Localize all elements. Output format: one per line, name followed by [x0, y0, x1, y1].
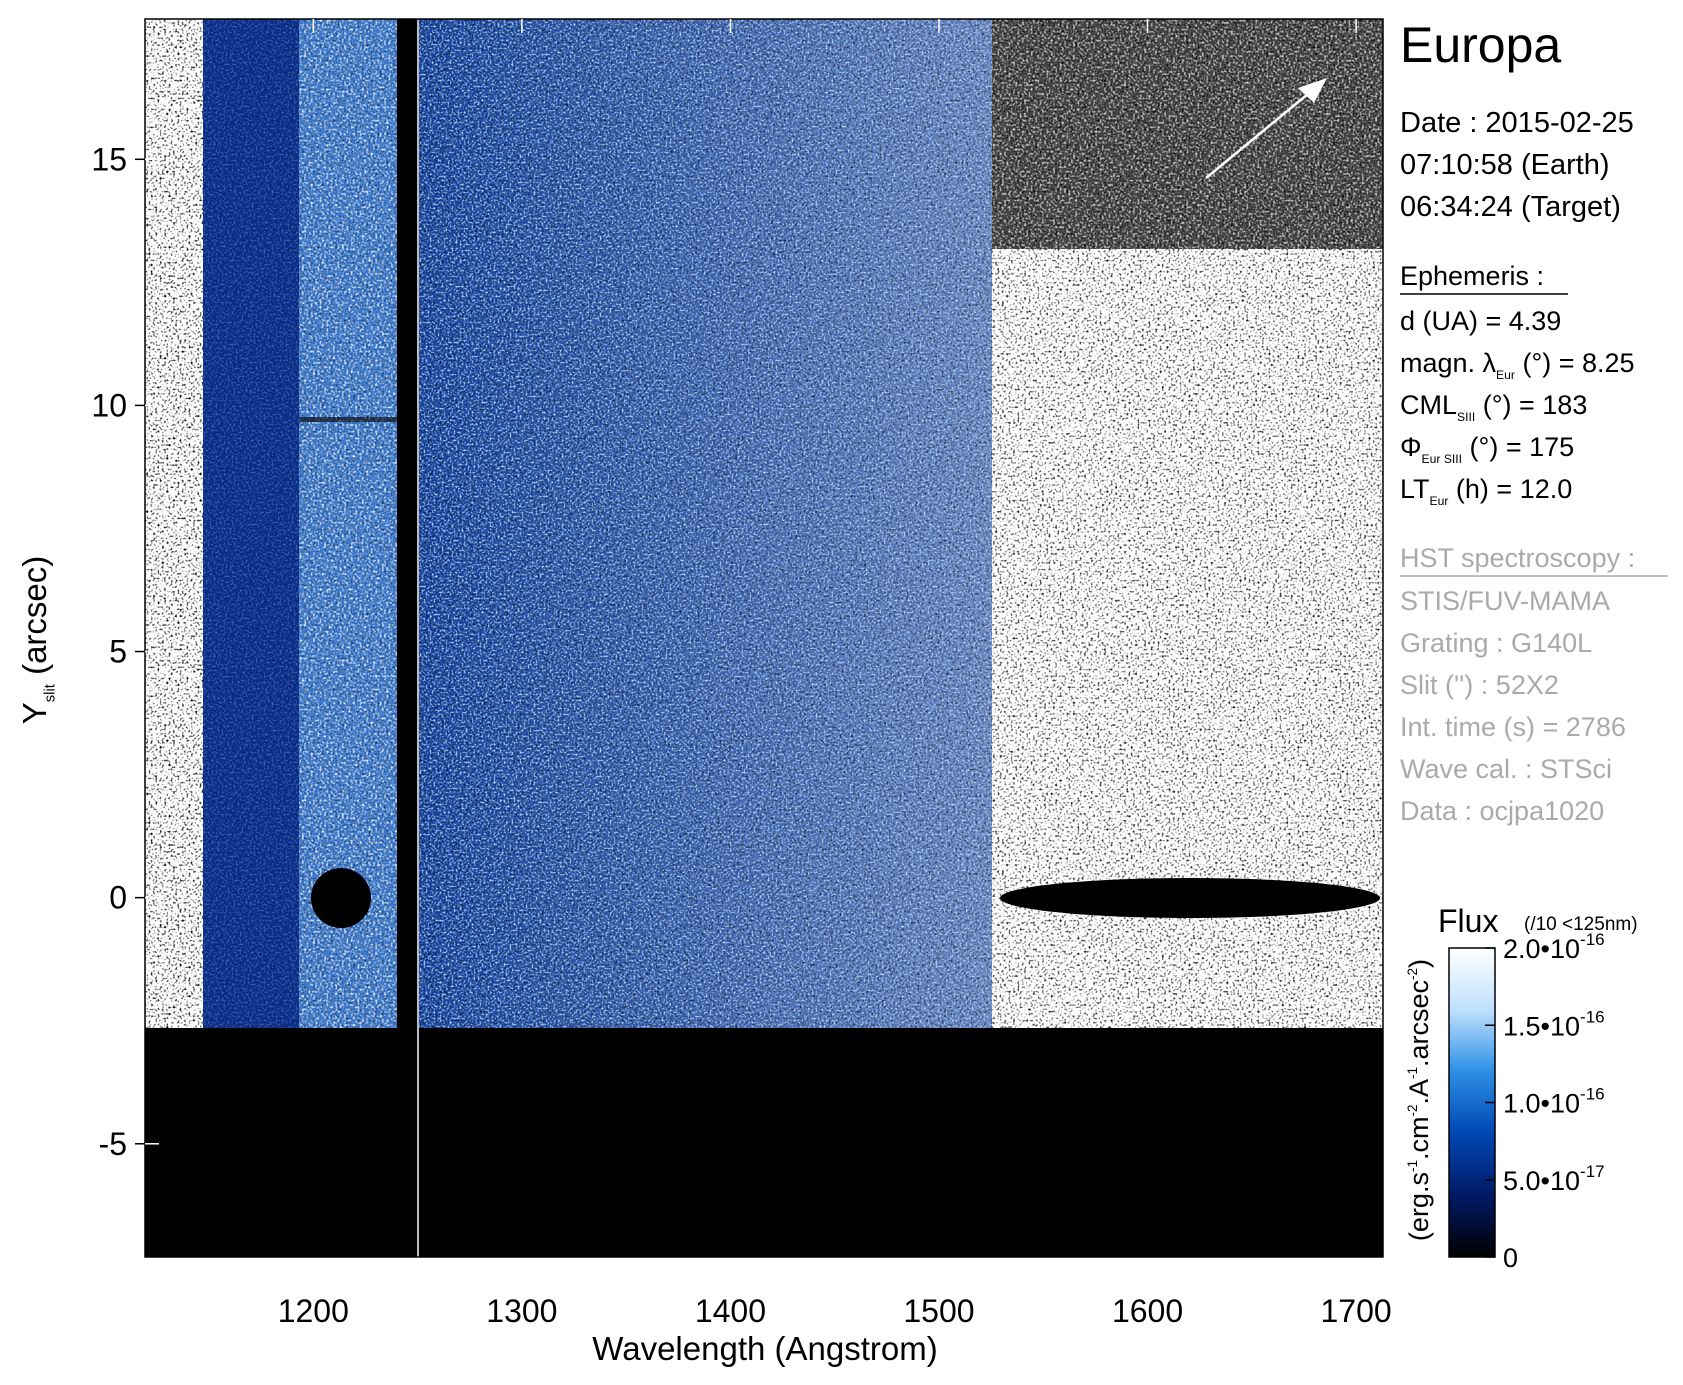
- text-part: .cm: [1404, 1117, 1434, 1161]
- x-tick-label: 1400: [695, 1293, 766, 1329]
- text-part: LT: [1400, 474, 1430, 504]
- text-part: (h) = 12.0: [1448, 474, 1572, 504]
- ephemeris-line: CMLSIII (°) = 183: [1400, 390, 1587, 424]
- subscript: slit: [42, 683, 58, 702]
- instrument-line: STIS/FUV-MAMA: [1400, 586, 1610, 616]
- y-tick-label: 0: [109, 880, 127, 916]
- text-part: (arcsec): [16, 556, 53, 684]
- instrument-line: Grating : G140L: [1400, 628, 1592, 658]
- text-part: ): [1404, 959, 1434, 968]
- tick-exponent: -17: [1580, 1162, 1605, 1181]
- instrument-line: Int. time (s) = 2786: [1400, 712, 1626, 742]
- tick-mantissa: 1.0•10: [1503, 1089, 1580, 1119]
- instrument-heading: HST spectroscopy :: [1400, 543, 1635, 573]
- tick-exponent: -16: [1580, 930, 1605, 949]
- text-part: magn. λ: [1400, 348, 1497, 378]
- tick-exponent: -16: [1580, 1085, 1605, 1104]
- plot-frame: [144, 18, 1384, 1258]
- x-tick-label: 1300: [486, 1293, 557, 1329]
- tick-exponent: -16: [1580, 1007, 1605, 1026]
- ephemeris-line: ΦEur SIII (°) = 175: [1400, 432, 1574, 466]
- tick-mantissa: 2.0•10: [1503, 934, 1580, 964]
- text-part: Φ: [1400, 432, 1422, 462]
- date-line: 06:34:24 (Target): [1400, 191, 1621, 223]
- colorbar-tick-label: 1.0•10-16: [1503, 1085, 1605, 1119]
- tick-mantissa: 1.5•10: [1503, 1011, 1580, 1041]
- text-part: (°) = 175: [1462, 432, 1574, 462]
- text-part: .arcsec: [1404, 980, 1434, 1067]
- x-tick-label: 1200: [278, 1293, 349, 1329]
- x-tick-label: 1500: [903, 1293, 974, 1329]
- text-part: d (UA) = 4.39: [1400, 306, 1561, 336]
- subscript: Eur: [1430, 494, 1449, 508]
- text-part: Y: [16, 702, 53, 724]
- ephemeris-line: LTEur (h) = 12.0: [1400, 474, 1572, 508]
- date-line: 07:10:58 (Earth): [1400, 149, 1610, 181]
- ephemeris-line: d (UA) = 4.39: [1400, 306, 1561, 336]
- subscript: Eur: [1496, 368, 1515, 382]
- colorbar-tick-label: 0: [1503, 1243, 1518, 1273]
- instrument-line: Wave cal. : STSci: [1400, 754, 1612, 784]
- text-part: CML: [1400, 390, 1457, 420]
- colorbar-label: (erg.s-1.cm-2.A-1.arcsec-2): [1404, 959, 1434, 1241]
- y-tick-label: 10: [91, 387, 127, 423]
- colorbar-tick-label: 5.0•10-17: [1503, 1162, 1605, 1196]
- colorbar-title: Flux: [1438, 903, 1498, 939]
- text-part: .A: [1404, 1079, 1434, 1105]
- subscript: Eur SIII: [1422, 452, 1462, 466]
- subscript: SIII: [1457, 410, 1475, 424]
- y-tick-label: 5: [109, 634, 127, 670]
- y-tick-label: 15: [91, 141, 127, 177]
- superscript: -1: [1405, 1067, 1420, 1079]
- x-axis-label: Wavelength (Angstrom): [592, 1330, 937, 1367]
- target-title: Europa: [1400, 17, 1561, 73]
- x-tick-label: 1700: [1321, 1293, 1392, 1329]
- superscript: -1: [1405, 1160, 1420, 1172]
- instrument-line: Slit ('') : 52X2: [1400, 670, 1559, 700]
- spectrogram-image: [145, 19, 1383, 1257]
- y-tick-label: -5: [99, 1126, 127, 1162]
- date-line: Date : 2015-02-25: [1400, 107, 1634, 139]
- superscript: -2: [1405, 968, 1420, 980]
- instrument-line: Data : ocjpa1020: [1400, 796, 1604, 826]
- ephemeris-line: magn. λEur (°) = 8.25: [1400, 348, 1635, 382]
- text-part: (erg.s: [1404, 1172, 1434, 1241]
- tick-mantissa: 5.0•10: [1503, 1166, 1580, 1196]
- text-part: (°) = 8.25: [1515, 348, 1635, 378]
- colorbar-tick-label: 2.0•10-16: [1503, 930, 1605, 964]
- superscript: -2: [1405, 1105, 1420, 1117]
- text-part: (°) = 183: [1475, 390, 1587, 420]
- colorbar-note: (/10 <125nm): [1524, 914, 1638, 935]
- colorbar-tick-label: 1.5•10-16: [1503, 1007, 1605, 1041]
- x-tick-label: 1600: [1112, 1293, 1183, 1329]
- ephemeris-heading: Ephemeris :: [1400, 261, 1544, 291]
- y-axis-label: Yslit (arcsec): [16, 556, 58, 725]
